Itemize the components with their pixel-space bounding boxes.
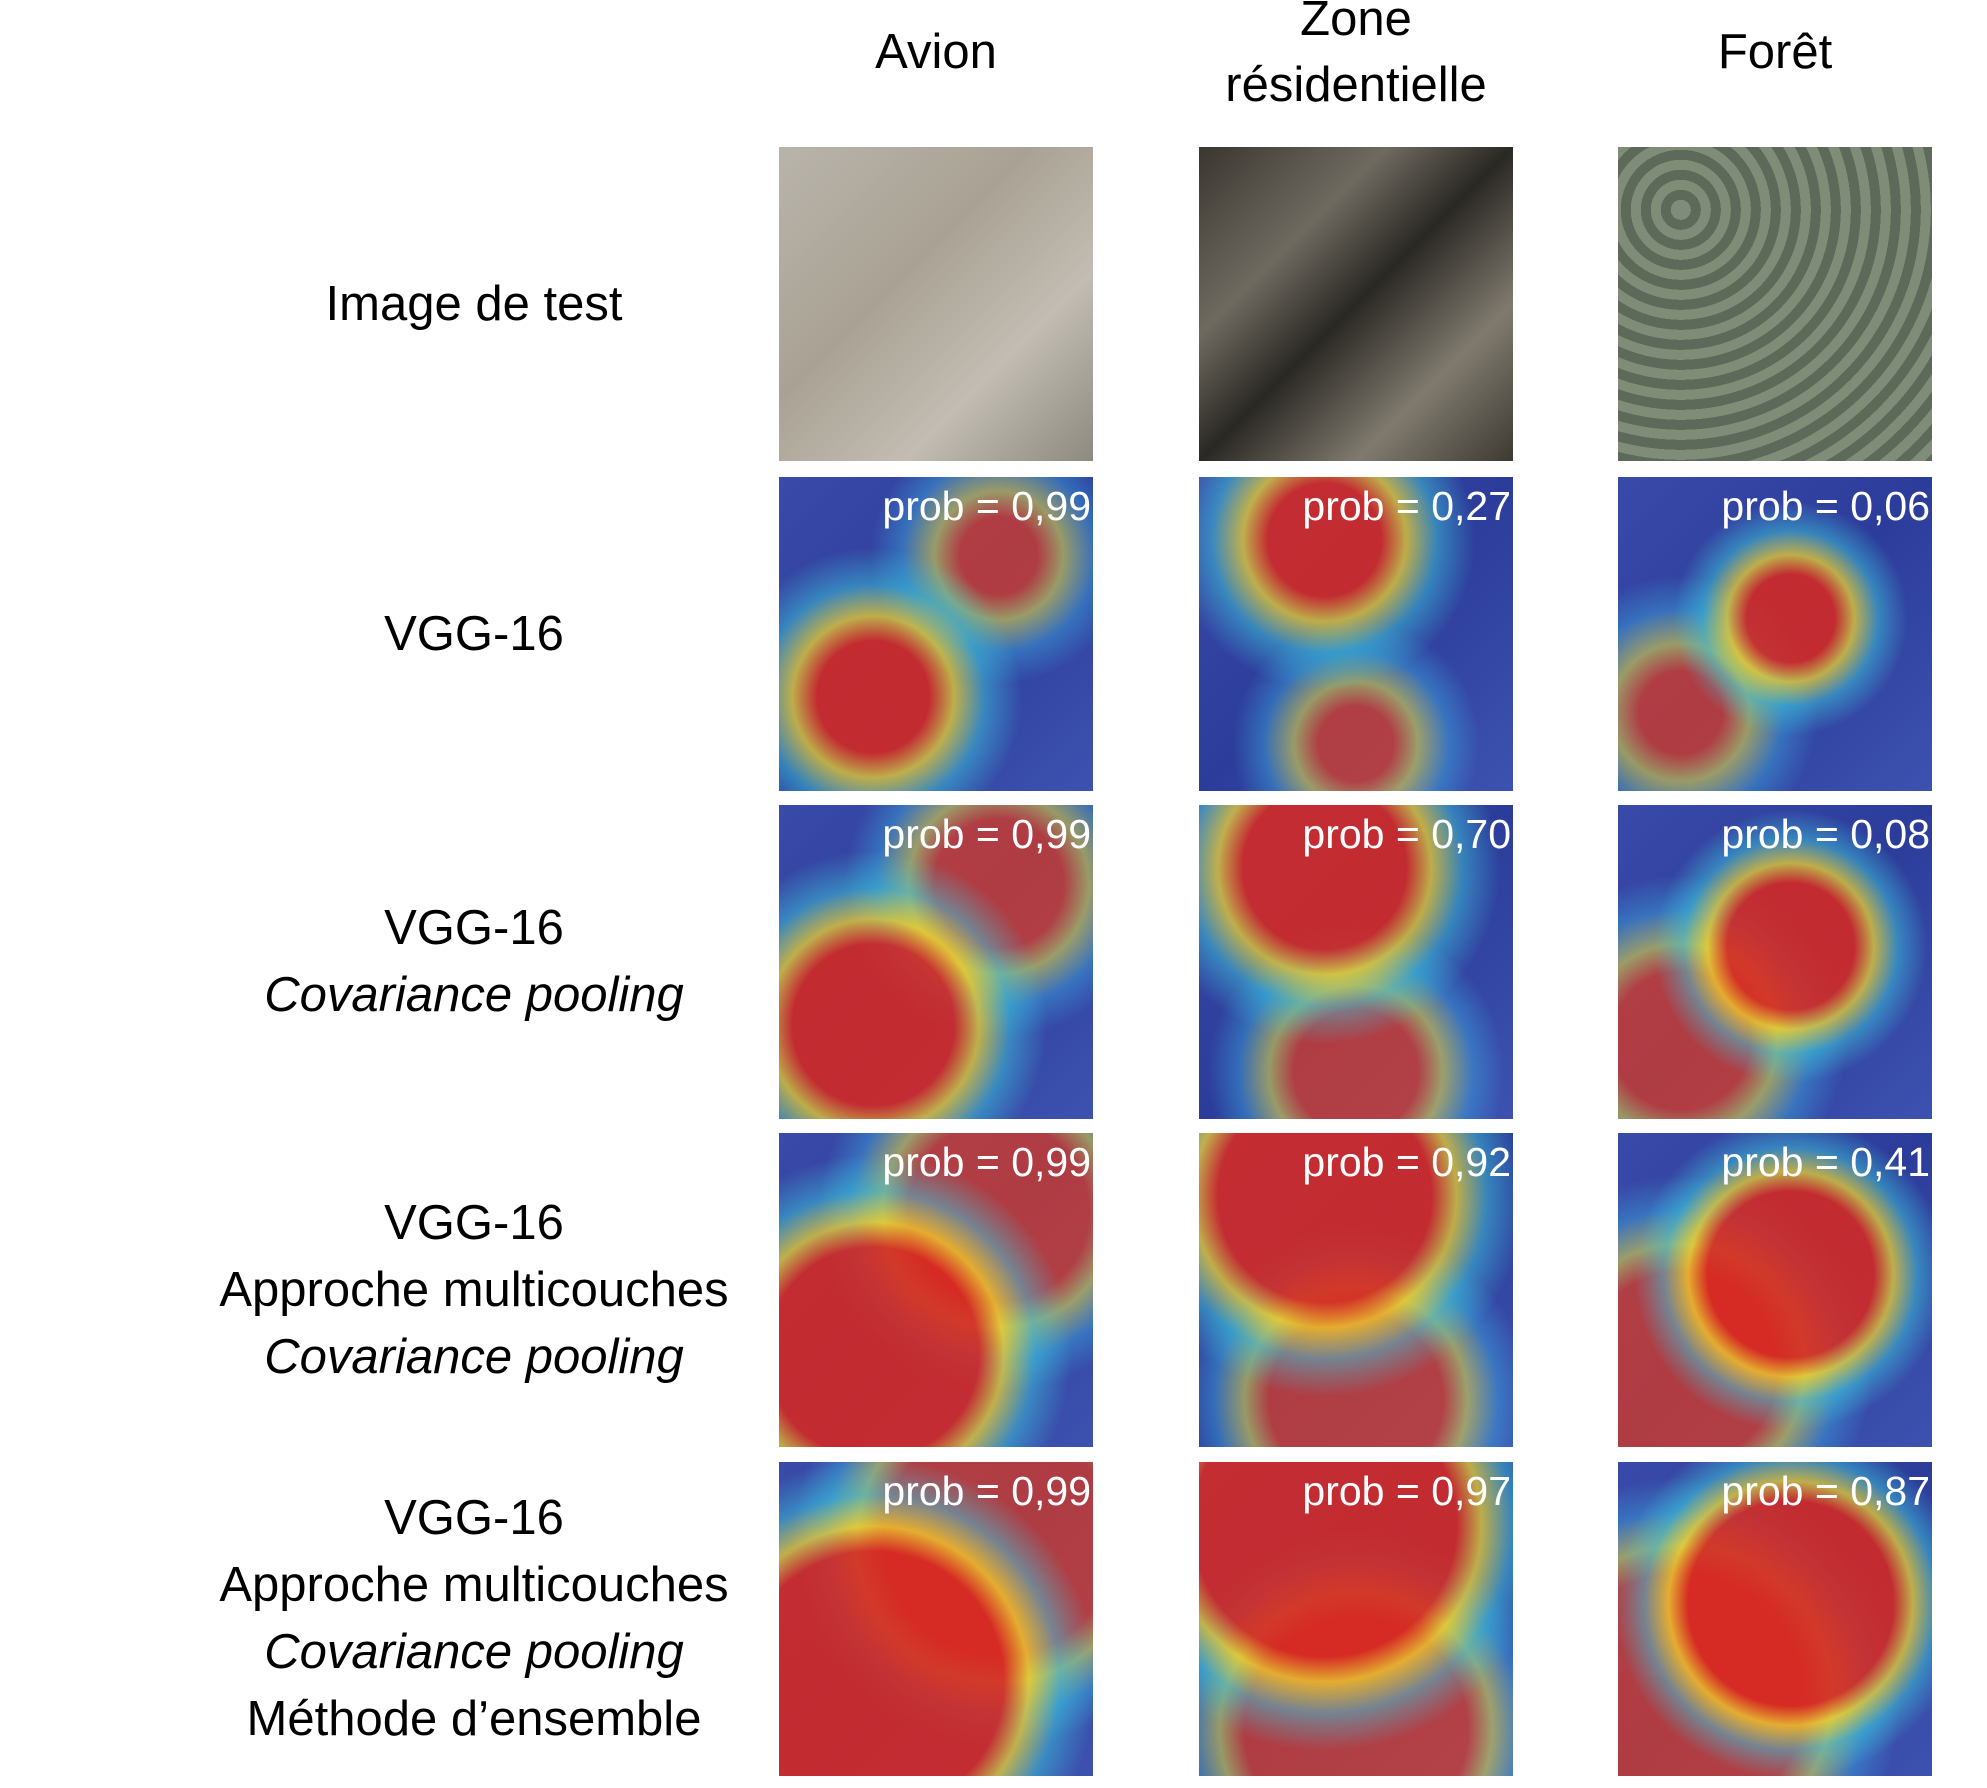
row-label: Covariance pooling — [264, 1625, 684, 1679]
probability: prob = 0,99 — [882, 811, 1091, 857]
row-label: VGG-16 — [384, 1491, 564, 1545]
probability: prob = 0,27 — [1302, 483, 1511, 529]
row-label: Approche multicouches — [219, 1262, 729, 1317]
heatmap: prob = 0,99 — [779, 805, 1093, 1119]
heatmap: prob = 0,41 — [1618, 1133, 1932, 1447]
row-label: VGG-16 — [384, 901, 564, 955]
probability: prob = 0,70 — [1302, 811, 1511, 857]
heatmap: prob = 0,06 — [1618, 477, 1932, 791]
column-header: résidentielle — [1225, 58, 1487, 112]
column-header: Forêt — [1717, 25, 1833, 79]
heatmap: prob = 0,92 — [1199, 1133, 1513, 1447]
heatmap: prob = 0,27 — [1199, 477, 1513, 791]
probability: prob = 0,87 — [1721, 1468, 1930, 1514]
row-label: Covariance pooling — [264, 1329, 684, 1384]
row-label: Image de test — [325, 276, 623, 331]
row-label: Covariance pooling — [264, 968, 684, 1022]
probability: prob = 0,99 — [882, 483, 1091, 529]
column-header: Zone — [1300, 0, 1412, 46]
probability: prob = 0,06 — [1721, 483, 1930, 529]
probability: prob = 0,99 — [882, 1468, 1091, 1514]
test-image — [1618, 147, 1932, 461]
probability: prob = 0,92 — [1302, 1139, 1511, 1185]
heatmap: prob = 0,99 — [779, 477, 1093, 791]
heatmap: prob = 0,99 — [779, 1133, 1093, 1447]
row-label: VGG-16 — [384, 606, 564, 661]
heatmap: prob = 0,99 — [779, 1462, 1093, 1776]
row-label: VGG-16 — [384, 1195, 564, 1250]
probability: prob = 0,99 — [882, 1139, 1091, 1185]
heatmap: prob = 0,87 — [1618, 1462, 1932, 1776]
heatmap: prob = 0,97 — [1199, 1462, 1513, 1776]
column-header: Avion — [875, 25, 997, 79]
probability: prob = 0,08 — [1721, 811, 1930, 857]
row-label: Méthode d’ensemble — [246, 1692, 702, 1746]
heatmap: prob = 0,08 — [1618, 805, 1932, 1119]
probability: prob = 0,41 — [1721, 1139, 1930, 1185]
heatmap: prob = 0,70 — [1199, 805, 1513, 1119]
test-image — [779, 147, 1093, 461]
probability: prob = 0,97 — [1302, 1468, 1511, 1514]
row-label: Approche multicouches — [219, 1558, 729, 1612]
test-image — [1199, 147, 1513, 461]
